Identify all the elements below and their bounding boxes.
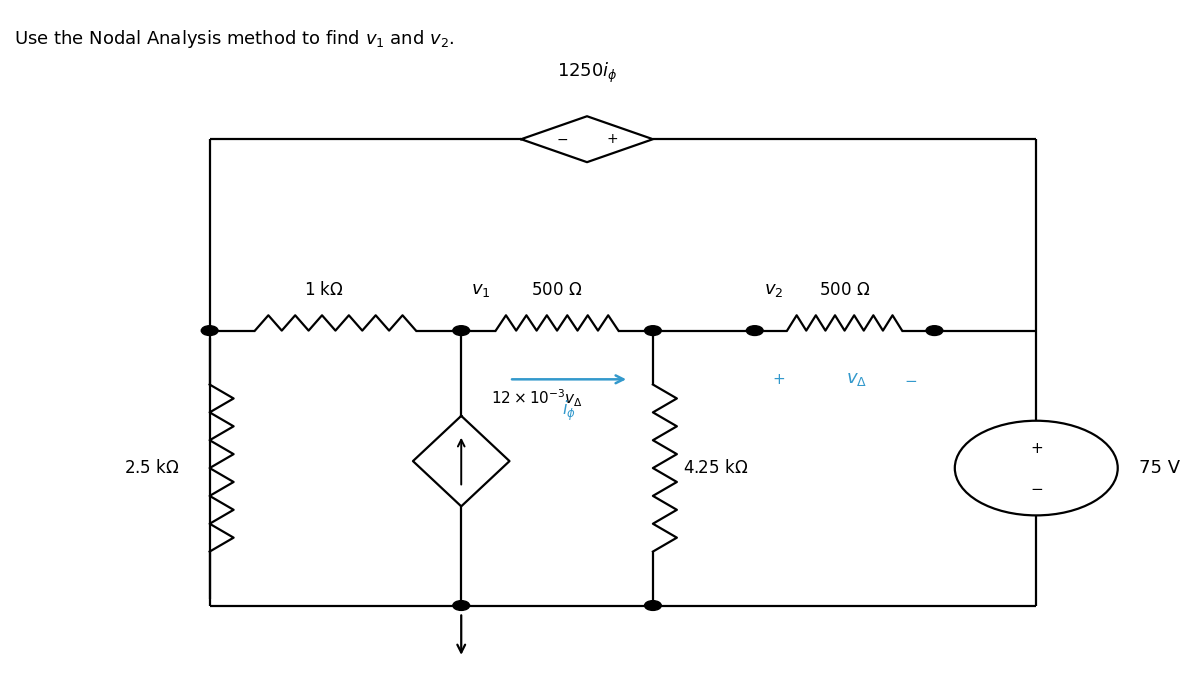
Circle shape [926,326,943,335]
Text: $+$: $+$ [606,132,618,146]
Text: 500 $\Omega$: 500 $\Omega$ [819,281,870,299]
Text: 4.25 k$\Omega$: 4.25 k$\Omega$ [683,459,748,477]
Text: $-$: $-$ [1030,480,1042,496]
Circle shape [645,601,661,610]
Circle shape [746,326,763,335]
Text: $+$: $+$ [773,372,785,387]
Text: $-$: $-$ [904,372,916,387]
Circle shape [453,601,470,610]
Circle shape [645,326,661,335]
Text: $i_\phi$: $i_\phi$ [562,399,576,423]
Text: $+$: $+$ [1030,441,1042,456]
Text: 1 k$\Omega$: 1 k$\Omega$ [303,281,344,299]
Text: $v_1$: $v_1$ [471,281,490,299]
Text: $1250i_\phi$: $1250i_\phi$ [557,61,617,85]
Text: 2.5 k$\Omega$: 2.5 k$\Omega$ [125,459,180,477]
Text: 500 $\Omega$: 500 $\Omega$ [532,281,582,299]
Circle shape [453,326,470,335]
Circle shape [201,326,218,335]
Text: $v_2$: $v_2$ [764,281,783,299]
Text: 75 V: 75 V [1139,459,1180,477]
Text: $v_\Delta$: $v_\Delta$ [846,370,867,388]
Text: $12\times10^{-3}v_\Delta$: $12\times10^{-3}v_\Delta$ [491,388,583,409]
Text: Use the Nodal Analysis method to find $v_1$ and $v_2$.: Use the Nodal Analysis method to find $v… [14,28,455,50]
Text: $-$: $-$ [556,132,568,146]
